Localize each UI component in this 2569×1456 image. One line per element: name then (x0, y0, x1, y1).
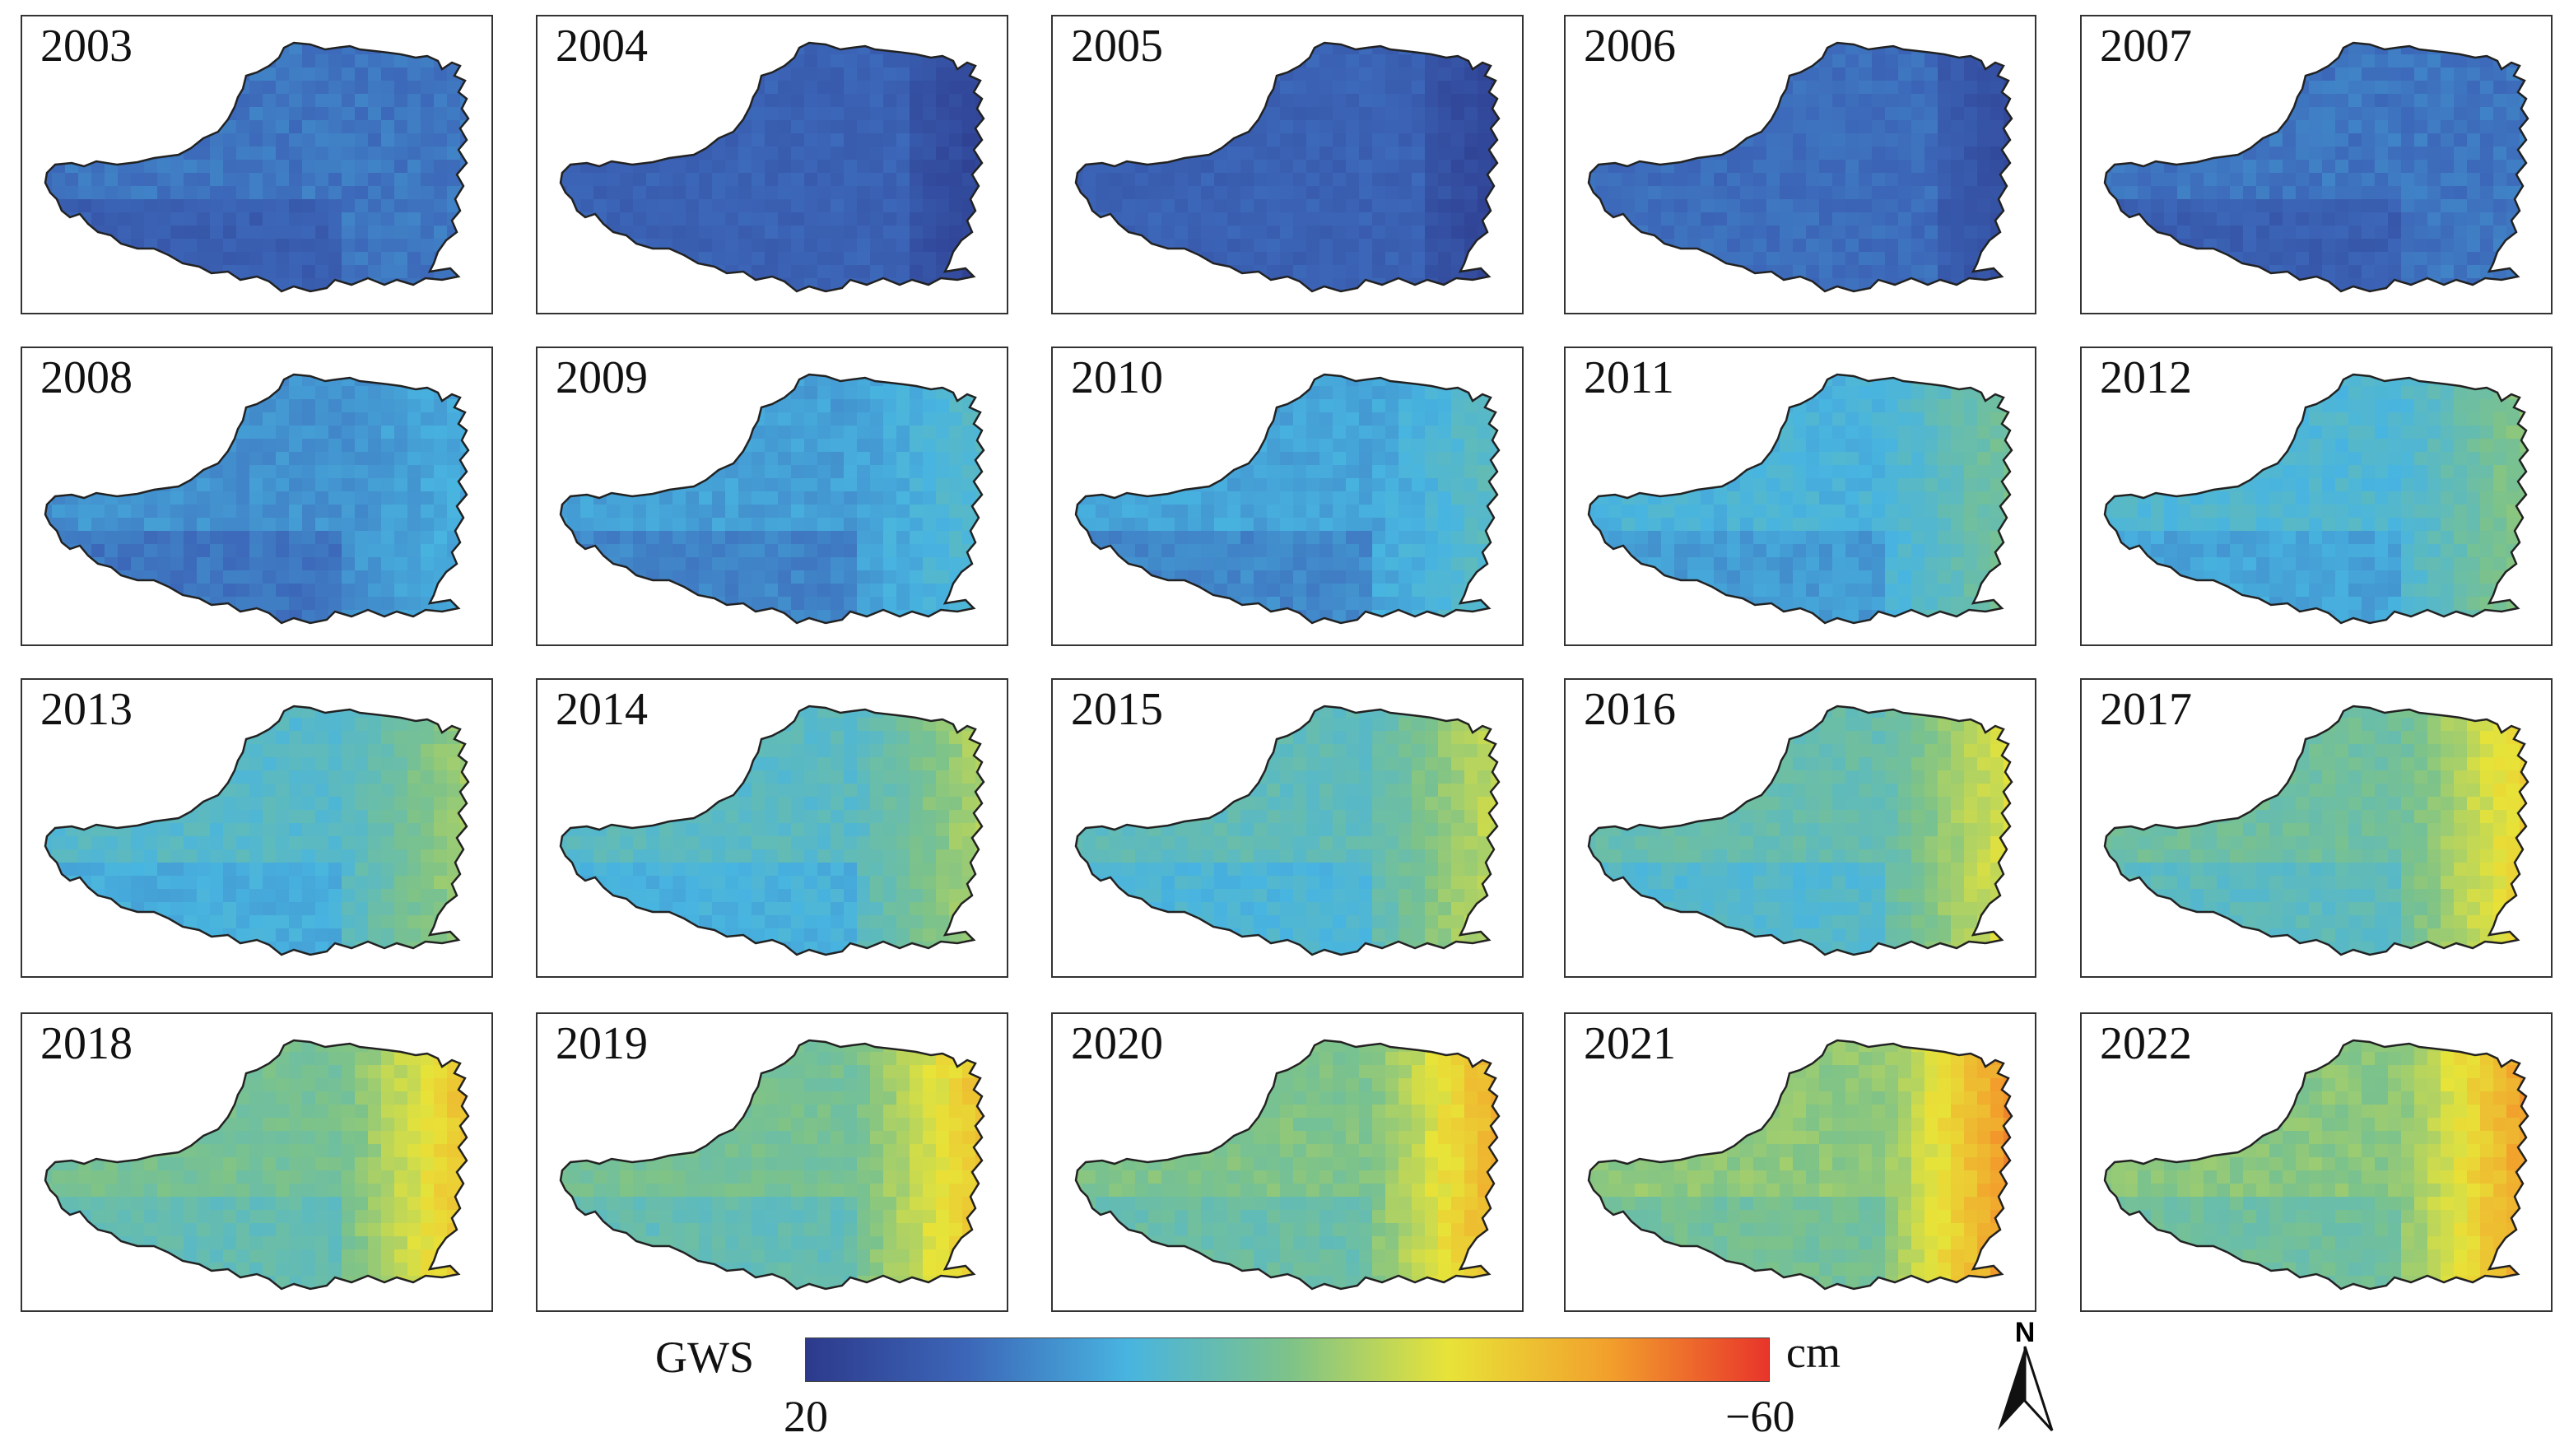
colorbar (805, 1337, 1770, 1382)
panel-year-label: 2021 (1584, 1018, 1676, 1069)
gws-raster-map (559, 705, 985, 956)
map-panel-2021: 2021 (1564, 1012, 2036, 1312)
gws-raster-map (559, 41, 985, 293)
gws-raster-map (2103, 373, 2529, 625)
region-outline (44, 41, 470, 293)
panel-year-label: 2017 (2100, 684, 2192, 735)
panel-year-label: 2019 (556, 1018, 648, 1069)
gws-raster-map (559, 1039, 985, 1291)
gws-raster-map (1074, 373, 1501, 625)
gws-raster-map (1074, 1039, 1501, 1291)
map-panel-2014: 2014 (536, 678, 1008, 978)
region-outline (2103, 705, 2529, 956)
region-outline (559, 41, 985, 293)
gws-raster-map (44, 373, 470, 625)
panel-year-label: 2012 (2100, 352, 2192, 403)
gws-raster-map (44, 41, 470, 293)
region-outline (44, 1039, 470, 1291)
map-panel-2009: 2009 (536, 347, 1008, 646)
map-panel-2008: 2008 (21, 347, 493, 646)
map-panel-2012: 2012 (2080, 347, 2553, 646)
panel-year-label: 2020 (1071, 1018, 1163, 1069)
panel-year-label: 2004 (556, 21, 648, 72)
panel-year-label: 2014 (556, 684, 648, 735)
region-outline (2103, 1039, 2529, 1291)
legend-variable-label: GWS (655, 1333, 754, 1382)
map-panel-2018: 2018 (21, 1012, 493, 1312)
map-panel-2004: 2004 (536, 15, 1008, 314)
panel-year-label: 2015 (1071, 684, 1163, 735)
panel-year-label: 2006 (1584, 21, 1676, 72)
map-panel-2006: 2006 (1564, 15, 2036, 314)
region-outline (559, 705, 985, 956)
region-outline (1587, 705, 2013, 956)
panel-year-label: 2010 (1071, 352, 1163, 403)
north-arrow: N (1988, 1315, 2062, 1443)
panel-year-label: 2013 (40, 684, 133, 735)
region-outline (44, 705, 470, 956)
gws-raster-map (2103, 1039, 2529, 1291)
region-outline (1074, 373, 1501, 625)
region-outline (1074, 41, 1501, 293)
gws-raster-map (1587, 705, 2013, 956)
gws-raster-map (559, 373, 985, 625)
colorbar-min-label: 20 (784, 1392, 828, 1441)
region-outline (1587, 373, 2013, 625)
panel-year-label: 2016 (1584, 684, 1676, 735)
panel-year-label: 2009 (556, 352, 648, 403)
region-outline (2103, 41, 2529, 293)
map-panel-2005: 2005 (1051, 15, 1524, 314)
gws-raster-map (44, 1039, 470, 1291)
region-outline (2103, 373, 2529, 625)
map-panel-2010: 2010 (1051, 347, 1524, 646)
panel-year-label: 2003 (40, 21, 133, 72)
panel-year-label: 2005 (1071, 21, 1163, 72)
region-outline (1587, 1039, 2013, 1291)
north-arrow-letter: N (2015, 1317, 2036, 1348)
panel-year-label: 2008 (40, 352, 133, 403)
map-panel-2017: 2017 (2080, 678, 2553, 978)
map-panel-2015: 2015 (1051, 678, 1524, 978)
panel-year-label: 2022 (2100, 1018, 2192, 1069)
region-outline (559, 1039, 985, 1291)
map-panel-2003: 2003 (21, 15, 493, 314)
panel-year-label: 2011 (1584, 352, 1674, 403)
gws-raster-map (44, 705, 470, 956)
map-panel-2011: 2011 (1564, 347, 2036, 646)
map-panel-2022: 2022 (2080, 1012, 2553, 1312)
colorbar-max-label: −60 (1725, 1392, 1795, 1441)
gws-raster-map (2103, 41, 2529, 293)
region-outline (44, 373, 470, 625)
gws-raster-map (1074, 705, 1501, 956)
map-panel-2013: 2013 (21, 678, 493, 978)
region-outline (1587, 41, 2013, 293)
map-panel-2019: 2019 (536, 1012, 1008, 1312)
gws-raster-map (1587, 1039, 2013, 1291)
map-panel-2020: 2020 (1051, 1012, 1524, 1312)
region-outline (1074, 705, 1501, 956)
gws-raster-map (1587, 41, 2013, 293)
legend-unit-label: cm (1786, 1328, 1841, 1377)
panel-year-label: 2018 (40, 1018, 133, 1069)
region-outline (1074, 1039, 1501, 1291)
panel-year-label: 2007 (2100, 21, 2192, 72)
region-outline (559, 373, 985, 625)
map-panel-2007: 2007 (2080, 15, 2553, 314)
gws-raster-map (1587, 373, 2013, 625)
map-panel-2016: 2016 (1564, 678, 2036, 978)
gws-raster-map (2103, 705, 2529, 956)
gws-raster-map (1074, 41, 1501, 293)
north-arrow-icon: N (1998, 1317, 2054, 1432)
